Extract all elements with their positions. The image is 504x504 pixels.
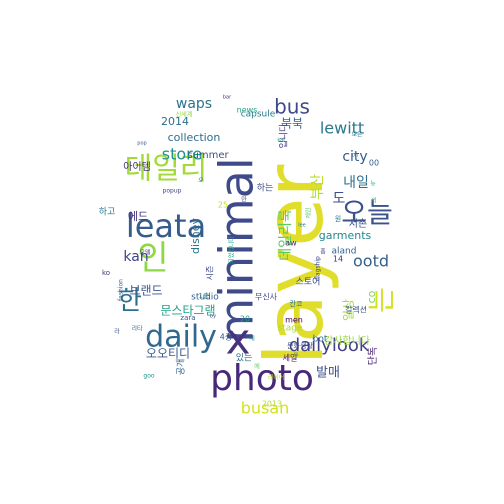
cloud-word: collection: [168, 131, 221, 144]
cloud-word: 오늘: [341, 196, 393, 229]
cloud-word: 라: [114, 328, 120, 336]
cloud-word: aland: [332, 247, 357, 257]
cloud-word: 아이템: [123, 161, 151, 173]
cloud-word: 제인: [305, 207, 313, 218]
cloud-word: by: [210, 314, 216, 320]
cloud-word: 25: [218, 201, 228, 210]
cloud-word: flagship: [315, 256, 322, 280]
cloud-word: 시즌: [206, 266, 215, 281]
cloud-word: 우: [293, 353, 299, 360]
cloud-word: 에드: [128, 210, 148, 223]
cloud-word: minimal: [210, 157, 264, 342]
cloud-word: garments: [319, 229, 372, 242]
cloud-word: goo: [143, 373, 154, 380]
cloud-word: capsule: [241, 110, 276, 120]
cloud-word: 만: [241, 196, 247, 204]
cloud-word: 공개: [176, 359, 187, 376]
cloud-word: lee: [298, 223, 306, 229]
cloud-word: dailylook: [289, 335, 370, 356]
cloud-word: disney: [189, 218, 202, 255]
cloud-word: news: [237, 106, 258, 115]
cloud-word: busan: [241, 399, 290, 418]
cloud-word: men: [285, 316, 303, 325]
cloud-word: ko: [102, 269, 110, 277]
cloud-word: bar: [223, 95, 232, 101]
cloud-word: 모든: [351, 132, 363, 139]
cloud-word: summer: [187, 150, 229, 161]
cloud-word: 세일: [283, 354, 298, 363]
cloud-word: 일상: [342, 299, 356, 321]
cloud-word: 레이어: [268, 374, 285, 382]
cloud-word: 한: [118, 287, 142, 317]
cloud-word: 00: [369, 159, 379, 168]
cloud-word: 오: [198, 178, 204, 185]
cloud-word: 신세계: [176, 111, 193, 119]
cloud-word: 발매: [316, 366, 340, 381]
cloud-word: 하는: [257, 183, 274, 194]
cloud-word: 단독: [367, 347, 379, 365]
cloud-word: waps: [176, 96, 212, 112]
cloud-word: layer: [248, 165, 341, 366]
cloud-word: 북북: [281, 117, 303, 131]
cloud-word: kai: [277, 138, 284, 144]
cloud-word: 오오티디: [146, 347, 190, 361]
cloud-word: lewitt: [320, 119, 364, 138]
cloud-word: 브랜드: [129, 284, 162, 298]
cloud-word: 모델: [139, 249, 151, 257]
cloud-word: 문화생활: [287, 341, 313, 350]
cloud-word: 세: [249, 335, 255, 343]
cloud-word: 홈: [320, 248, 326, 256]
cloud-word: zara: [180, 314, 195, 322]
cloud-word: photo: [210, 358, 314, 399]
cloud-word: 무신사: [255, 293, 278, 302]
cloud-word: 에: [254, 363, 260, 371]
cloud-word: 20: [240, 315, 250, 324]
cloud-word: 서촌: [349, 218, 367, 230]
cloud-word: 문스타그램: [160, 304, 215, 318]
cloud-word: 리타: [131, 325, 143, 333]
cloud-word: x: [226, 315, 251, 364]
cloud-word: 뉴: [370, 181, 376, 188]
cloud-word: leata: [126, 207, 206, 245]
cloud-word: 의: [371, 197, 377, 205]
cloud-word: popup: [163, 188, 182, 195]
cloud-word: 데일리룩: [278, 209, 294, 261]
cloud-word: studio: [191, 293, 219, 303]
cloud-word: 는: [365, 287, 398, 313]
cloud-word: 원: [335, 214, 341, 223]
cloud-word: 도: [333, 191, 346, 207]
cloud-word: co: [365, 290, 378, 303]
cloud-word: fashion: [118, 279, 125, 301]
cloud-word: ootd: [353, 252, 389, 271]
cloud-word: bot: [313, 335, 328, 345]
cloud-word: 스토어: [296, 277, 321, 288]
cloud-word: 부산: [310, 174, 326, 200]
cloud-word: 입니다: [278, 123, 290, 149]
cloud-word: 있는: [236, 352, 253, 364]
cloud-word: pop: [137, 141, 146, 147]
cloud-word: 되었습니다: [228, 236, 236, 264]
cloud-word: 내일: [343, 175, 369, 191]
cloud-word: city: [342, 149, 367, 165]
cloud-word: bus: [274, 95, 310, 119]
cloud-word: 인: [137, 239, 168, 279]
cloud-word: on: [352, 153, 358, 159]
cloud-word: 데일리: [125, 152, 208, 187]
cloud-word: 하고: [99, 207, 116, 218]
cloud-word: 1층: [199, 291, 210, 300]
cloud-word: 컬렉션: [345, 305, 367, 315]
cloud-word: store: [162, 145, 202, 164]
cloud-word: kan: [123, 249, 148, 265]
cloud-word: 칸코: [290, 299, 303, 308]
cloud-word: 2013: [262, 400, 282, 409]
cloud-word: daily: [145, 320, 217, 355]
cloud-word: 14: [333, 255, 343, 264]
cloud-word: 감사합니다: [324, 335, 370, 347]
cloud-word: aw: [285, 239, 297, 248]
cloud-word: 4층: [220, 333, 232, 342]
cloud-word: stage: [278, 324, 303, 334]
cloud-word: 2014: [161, 115, 189, 128]
